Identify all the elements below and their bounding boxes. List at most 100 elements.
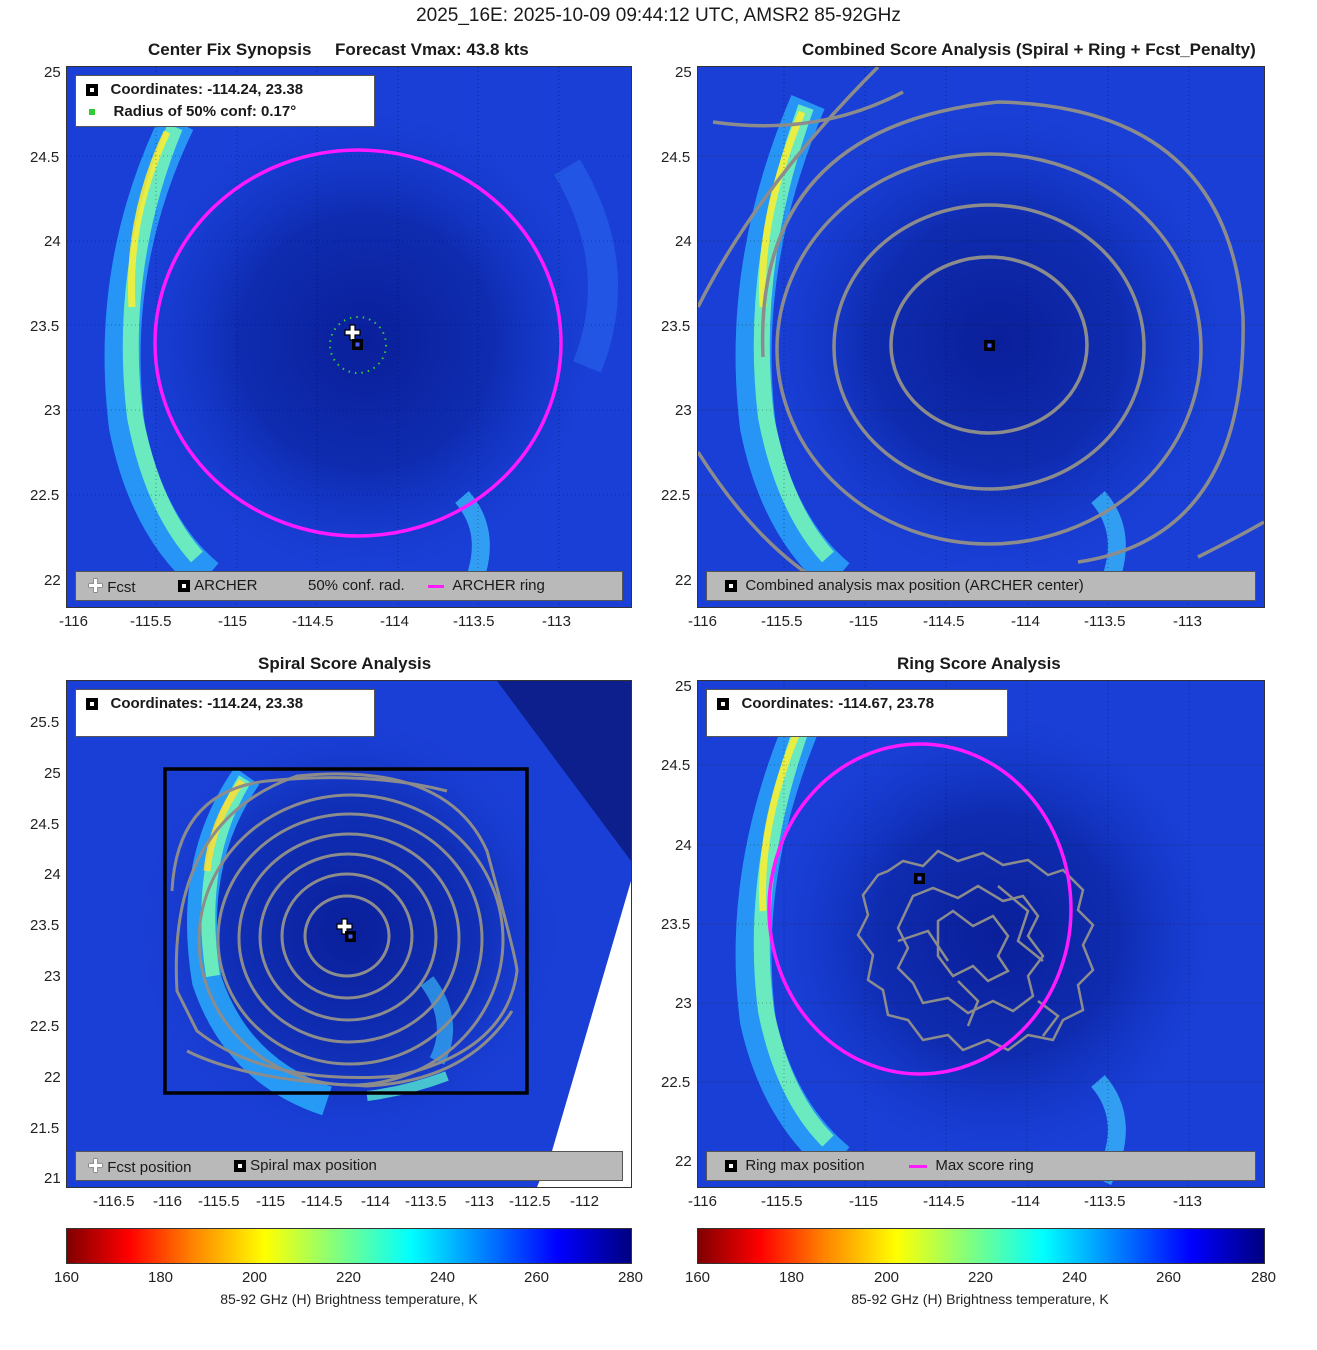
ytick: 21.5 bbox=[30, 1120, 60, 1137]
xtick: -112.5 bbox=[509, 1193, 551, 1210]
ytick: 22.5 bbox=[30, 487, 60, 504]
ytick: 24 bbox=[675, 233, 692, 250]
ytick: 22 bbox=[44, 572, 61, 589]
archer-square-icon bbox=[717, 698, 729, 711]
legend-conf-rad: 50% conf. rad. bbox=[308, 577, 405, 594]
ytick: 22 bbox=[44, 1069, 61, 1086]
fcst-marker bbox=[344, 324, 361, 341]
spiral-coordinates: Coordinates: -114.24, 23.38 bbox=[110, 695, 304, 712]
ytick: 24.5 bbox=[30, 816, 60, 833]
archer-square-icon bbox=[725, 580, 737, 593]
legend-archer-ring: ARCHER ring bbox=[452, 577, 545, 594]
xtick: -116 bbox=[153, 1193, 182, 1210]
legend-ring-max: Ring max position bbox=[745, 1157, 865, 1174]
ytick: 24.5 bbox=[30, 149, 60, 166]
ring-info-legend: Coordinates: -114.67, 23.78 bbox=[706, 689, 1008, 737]
ytick: 24 bbox=[44, 233, 61, 250]
xtick: -115 bbox=[849, 1193, 878, 1210]
xtick: -113 bbox=[1173, 1193, 1202, 1210]
archer-square-icon bbox=[86, 698, 98, 711]
archer-square-icon bbox=[234, 1160, 246, 1173]
xtick: -113.5 bbox=[453, 613, 495, 630]
spiral-contours bbox=[170, 772, 519, 1088]
cbar-tick: 280 bbox=[1251, 1269, 1277, 1286]
ring-panel: Coordinates: -114.67, 23.78 Ring max pos… bbox=[698, 681, 1264, 1187]
xtick: -113.5 bbox=[405, 1193, 447, 1210]
legend-fcst-position: Fcst position bbox=[107, 1159, 192, 1176]
xtick: -115 bbox=[218, 613, 247, 630]
figure-title: 2025_16E: 2025-10-09 09:44:12 UTC, AMSR2… bbox=[416, 5, 901, 26]
green-dot-icon bbox=[89, 109, 95, 116]
xtick: -116.5 bbox=[93, 1193, 135, 1210]
ytick: 22.5 bbox=[30, 1018, 60, 1035]
spiral-title: Spiral Score Analysis bbox=[258, 654, 432, 673]
xtick: -114 bbox=[361, 1193, 390, 1210]
spiral-bottom-legend: ✚ Fcst position Spiral max position bbox=[75, 1151, 623, 1181]
cbar-tick: 220 bbox=[336, 1269, 362, 1286]
ytick: 25 bbox=[675, 678, 692, 695]
ytick: 25 bbox=[44, 765, 61, 782]
ytick: 21 bbox=[44, 1170, 61, 1187]
search-box bbox=[163, 767, 529, 1095]
cbar-tick: 160 bbox=[685, 1269, 711, 1286]
legend-archer: ARCHER bbox=[194, 577, 258, 594]
cbar-tick: 180 bbox=[779, 1269, 805, 1286]
synopsis-bottom-legend: ✚ Fcst ARCHER 50% conf. rad. ARCHER ring bbox=[75, 571, 623, 601]
ytick: 24.5 bbox=[661, 757, 691, 774]
cbar-tick: 240 bbox=[430, 1269, 456, 1286]
xtick: -113.5 bbox=[1084, 1193, 1126, 1210]
ytick: 23.5 bbox=[661, 318, 691, 335]
ytick: 22.5 bbox=[661, 1074, 691, 1091]
synopsis-plot bbox=[67, 67, 631, 607]
cbar-tick: 220 bbox=[968, 1269, 994, 1286]
ring-plot bbox=[698, 681, 1264, 1187]
ytick: 24 bbox=[44, 866, 61, 883]
ring-title: Ring Score Analysis bbox=[897, 654, 1061, 673]
archer-marker bbox=[352, 339, 363, 350]
xtick: -114 bbox=[380, 613, 409, 630]
ytick: 22 bbox=[675, 1153, 692, 1170]
ytick: 23.5 bbox=[30, 917, 60, 934]
spiral-max-marker bbox=[345, 931, 356, 942]
ytick: 22 bbox=[675, 572, 692, 589]
combined-contours bbox=[698, 67, 1264, 589]
ring-coordinates: Coordinates: -114.67, 23.78 bbox=[741, 695, 935, 712]
xtick: -114.5 bbox=[301, 1193, 343, 1210]
ytick: 24 bbox=[675, 837, 692, 854]
xtick: -115.5 bbox=[198, 1193, 240, 1210]
ytick: 23 bbox=[675, 995, 692, 1012]
xtick: -114.5 bbox=[923, 1193, 965, 1210]
colorbar-right bbox=[697, 1228, 1265, 1264]
plus-icon: ✚ bbox=[88, 1156, 104, 1176]
xtick: -116 bbox=[688, 1193, 717, 1210]
ytick: 23.5 bbox=[30, 318, 60, 335]
cbar-tick: 160 bbox=[54, 1269, 80, 1286]
legend-max-score-ring: Max score ring bbox=[935, 1157, 1034, 1174]
synopsis-info-legend: Coordinates: -114.24, 23.38 Radius of 50… bbox=[75, 75, 375, 127]
combined-panel: Combined analysis max position (ARCHER c… bbox=[698, 67, 1264, 607]
xtick: -114.5 bbox=[292, 613, 334, 630]
combined-bottom-legend: Combined analysis max position (ARCHER c… bbox=[706, 571, 1256, 601]
archer-square-icon bbox=[725, 1160, 737, 1173]
ytick: 24.5 bbox=[661, 149, 691, 166]
legend-spiral-max: Spiral max position bbox=[250, 1157, 377, 1174]
xtick: -113 bbox=[542, 613, 571, 630]
ytick: 23 bbox=[44, 402, 61, 419]
max-score-ring bbox=[767, 742, 1073, 1076]
archer-square-icon bbox=[178, 580, 190, 593]
ytick: 23 bbox=[675, 402, 692, 419]
xtick: -115 bbox=[256, 1193, 285, 1210]
cbar-tick: 200 bbox=[242, 1269, 268, 1286]
ytick: 25 bbox=[675, 64, 692, 81]
xtick: -115 bbox=[849, 613, 878, 630]
cbar-tick: 200 bbox=[874, 1269, 900, 1286]
conf-radius-circle bbox=[329, 316, 387, 374]
ytick: 25.5 bbox=[30, 714, 60, 731]
legend-combined-max: Combined analysis max position (ARCHER c… bbox=[745, 577, 1084, 594]
ring-max-marker bbox=[914, 873, 925, 884]
ring-bottom-legend: Ring max position Max score ring bbox=[706, 1151, 1256, 1181]
ytick: 25 bbox=[44, 64, 61, 81]
plus-icon: ✚ bbox=[88, 576, 104, 596]
archer-square-icon bbox=[86, 84, 98, 97]
ytick: 22.5 bbox=[661, 487, 691, 504]
